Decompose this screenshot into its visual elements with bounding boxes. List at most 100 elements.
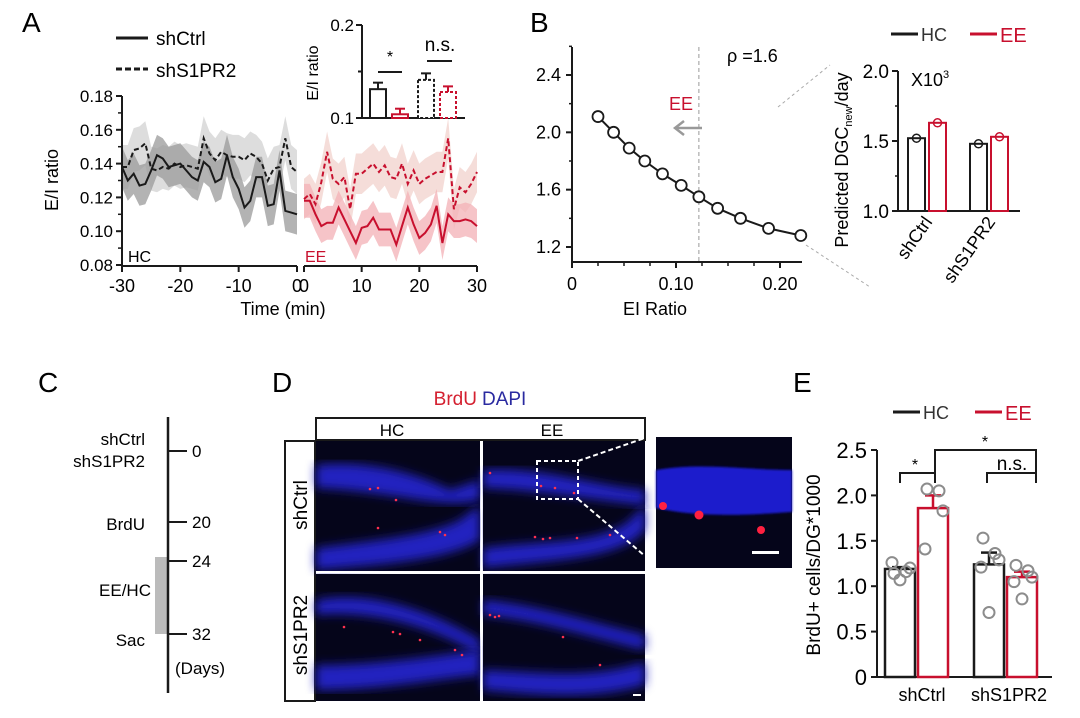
brdu-punctum: [453, 648, 457, 652]
series-line-ee-shctrl: [304, 199, 478, 248]
data-point: [932, 484, 946, 498]
brdu-punctum: [608, 533, 612, 537]
x-tick-label-shctrl: shCtrl: [898, 685, 945, 705]
panel-label-a: A: [22, 7, 41, 38]
panel-label-c: C: [38, 367, 58, 398]
series-line-hc-shs1pr2: [122, 134, 298, 184]
sig-star-1: *: [912, 457, 918, 474]
data-point: [734, 211, 747, 225]
panel-label-d: D: [272, 367, 292, 398]
series-line-hc-shctrl: [121, 153, 298, 216]
y-tick-label: 0.10: [80, 222, 113, 241]
bar-shctrl-ee: [928, 121, 947, 212]
data-point: [936, 504, 950, 518]
y-tick-label: 0.16: [80, 121, 113, 140]
bar-shctrl-hc: [369, 88, 387, 119]
data-point: [638, 154, 652, 168]
y-tick-label: 2.0: [536, 122, 561, 142]
zoom-region-box: [536, 460, 579, 500]
units-label: (Days): [175, 659, 225, 678]
sig-star-2: *: [982, 434, 988, 451]
corner-label-hc: HC: [128, 249, 151, 266]
timeline-event-label: shS1PR2: [73, 452, 145, 471]
x-tick-label: 0: [299, 276, 309, 296]
brdu-punctum: [488, 613, 492, 617]
bar-value-point: [911, 133, 922, 143]
x-tick-label: -20: [167, 276, 193, 296]
micrograph-shctrl-hc: [316, 441, 480, 571]
data-point: [903, 561, 917, 575]
y-tick-label: 2.4: [536, 65, 561, 85]
data-point: [982, 606, 996, 620]
data-point: [622, 141, 636, 155]
x-tick-label: 0.20: [762, 274, 797, 294]
bar-shctrl-hc: [883, 567, 917, 679]
data-point: [607, 125, 620, 139]
brdu-punctum: [376, 526, 380, 530]
data-point: [1009, 558, 1023, 572]
row-header-frame: [284, 440, 316, 702]
x-tick-label-shs1pr2: shS1PR2: [939, 213, 999, 287]
data-point: [885, 556, 899, 570]
brdu-punctum: [497, 614, 501, 618]
y-tick-label: 1.0: [836, 574, 867, 599]
brdu-punctum: [368, 487, 372, 491]
legend-label-shctrl: shCtrl: [156, 29, 206, 50]
data-point: [591, 110, 605, 123]
rho-annotation: ρ =1.6: [727, 46, 778, 66]
x-axis-label: Time (min): [240, 299, 325, 319]
x-tick-label-shctrl: shCtrl: [893, 213, 936, 263]
data-point: [656, 167, 669, 181]
row-header-shctrl: shCtrl: [291, 480, 312, 530]
data-point: [893, 573, 907, 587]
bar-shs1pr2-ee: [1005, 575, 1039, 679]
legend-label-hc: HC: [923, 403, 949, 423]
inset-y-label: E/I ratio: [305, 45, 322, 100]
column-header-ee: EE: [541, 421, 564, 440]
column-header-frame: [315, 417, 646, 441]
data-point: [992, 553, 1006, 567]
sig-annotation-star: *: [387, 49, 393, 66]
data-point: [711, 201, 724, 215]
x-tick-label: -10: [226, 276, 252, 296]
stain-title: BrdU DAPI: [434, 389, 527, 410]
x-tick-label: 20: [409, 276, 429, 296]
data-point: [762, 221, 775, 235]
timeline-event-label: shCtrl: [101, 430, 145, 449]
left-arrow-icon: [672, 120, 702, 136]
y-tick-label: 0: [855, 665, 867, 690]
brdu-punctum: [394, 498, 398, 502]
timeline-event-label: BrdU: [106, 515, 145, 534]
data-point: [974, 560, 988, 574]
data-point: [899, 565, 913, 579]
brdu-punctum: [539, 484, 543, 488]
brdu-punctum: [561, 635, 565, 639]
sem-band-ee-shs1pr2: [304, 118, 477, 230]
x-axis-label: EI Ratio: [623, 299, 687, 319]
brdu-punctum: [443, 533, 447, 537]
scale-bar: [633, 694, 641, 696]
significance-brackets: * * n.s.: [899, 434, 1037, 483]
legend-label-shs1pr2: shS1PR2: [156, 61, 236, 82]
sig-ns: n.s.: [997, 454, 1028, 475]
panel-b-model: 2.4 2.0 1.6 1.2 0 0.10 0.20 ρ =1.6 EE EI Ratio: [536, 45, 871, 319]
legend: shCtrl shS1PR2: [116, 29, 236, 82]
brdu-punctum: [391, 630, 395, 634]
x-tick-label: -30: [109, 276, 135, 296]
bar-shs1pr2-hc: [972, 563, 1006, 679]
panel-e-brdu: HC EE BrdU+ cells/DG*1000 2.5 2.0 1.5 1.0 0.…: [804, 403, 1052, 705]
y-tick-label: 0.1: [330, 109, 354, 128]
brdu-punctum: [548, 536, 552, 540]
sig-annotation-ns: n.s.: [425, 35, 456, 56]
x-tick-label: 0.10: [658, 274, 693, 294]
legend-label-hc: HC: [921, 25, 947, 45]
y-tick-label: 1.6: [536, 180, 561, 200]
x-tick-label: 0: [292, 276, 302, 296]
sem-band-ee-shctrl: [304, 183, 477, 262]
brdu-punctum: [460, 653, 464, 657]
panel-b-inset-bar: HC EE Predicted DGCnew/day X103 2.0 1.5 1.…: [832, 25, 1027, 287]
y-tick-label: 1.0: [863, 202, 889, 223]
brdu-punctum: [418, 638, 422, 642]
brdu-punctum: [493, 615, 497, 619]
